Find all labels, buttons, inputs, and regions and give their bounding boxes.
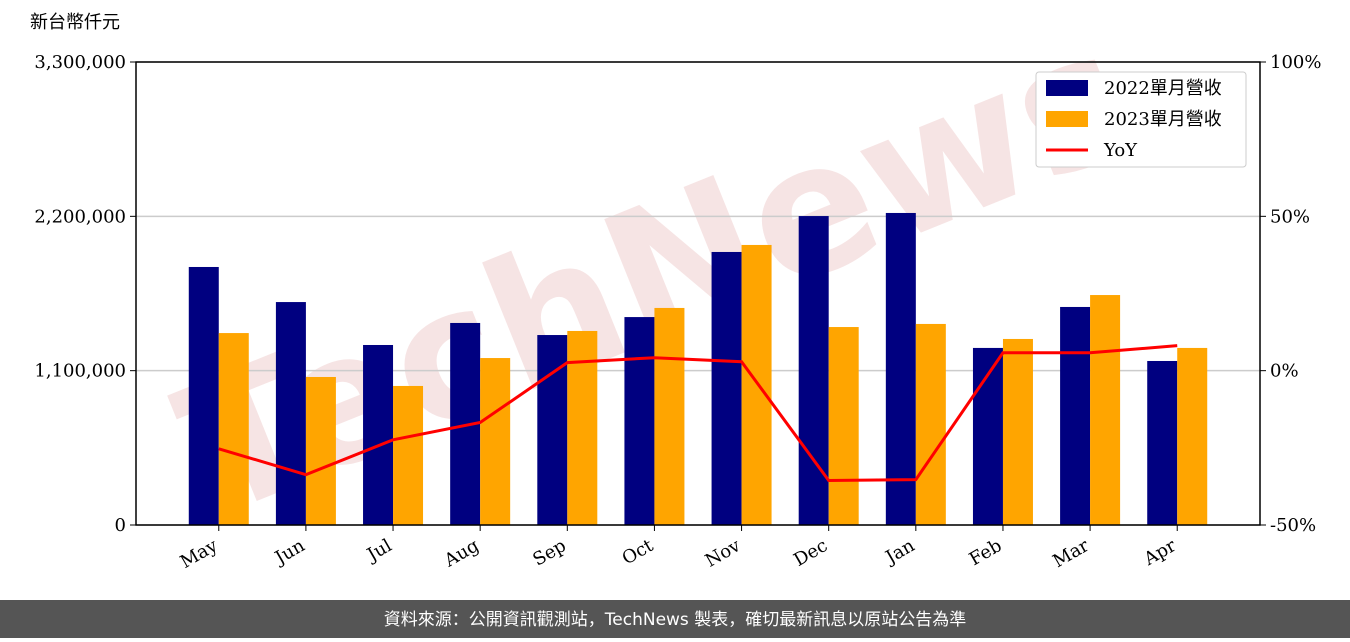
- bar: [363, 344, 394, 525]
- bar: [1147, 360, 1178, 525]
- bar: [188, 266, 219, 525]
- legend-label: 2023單月營收: [1104, 109, 1222, 130]
- x-tick-label: Jan: [881, 535, 919, 569]
- y-axis-label: 新台幣仟元: [30, 12, 120, 33]
- x-tick-label: Mar: [1049, 535, 1093, 572]
- legend-label: 2022單月營收: [1104, 78, 1222, 99]
- bar: [828, 327, 859, 525]
- bar: [915, 323, 946, 525]
- bar: [480, 358, 511, 525]
- bar: [1177, 347, 1208, 525]
- plot-frame: [135, 61, 1261, 526]
- bar: [393, 385, 424, 525]
- bar: [885, 212, 916, 525]
- x-tick-label: Jun: [270, 535, 309, 570]
- y2-tick-label: -50%: [1270, 515, 1316, 536]
- x-tick-label: Nov: [702, 535, 745, 572]
- x-tick-label: May: [177, 535, 222, 573]
- bar: [1060, 306, 1091, 525]
- footer: 資料來源：公開資訊觀測站，TechNews 製表，確切最新訊息以原站公告為準: [384, 610, 966, 630]
- y-tick-label: 2,200,000: [34, 206, 126, 227]
- bar: [218, 333, 249, 525]
- y-tick-label: 1,100,000: [34, 361, 126, 382]
- legend-swatch: [1046, 111, 1088, 127]
- bar: [624, 317, 655, 525]
- x-tick-label: Feb: [966, 535, 1006, 570]
- y2-tick-label: 100%: [1270, 52, 1321, 73]
- bar: [1090, 295, 1121, 525]
- x-tick-label: Sep: [529, 535, 569, 570]
- bar: [305, 376, 336, 525]
- x-tick-label: Apr: [1140, 535, 1180, 570]
- bar: [711, 251, 742, 525]
- legend-label: YoY: [1103, 140, 1138, 161]
- x-tick-label: Jul: [362, 535, 396, 567]
- y-tick-label: 0: [115, 515, 126, 536]
- bar: [1002, 338, 1033, 525]
- y2-tick-label: 50%: [1270, 206, 1310, 227]
- x-tick-label: Oct: [619, 535, 658, 570]
- bar: [654, 307, 685, 525]
- footer-bg: [0, 600, 1350, 638]
- y2-tick-label: 0%: [1270, 361, 1299, 382]
- x-tick-label: Aug: [440, 535, 483, 572]
- x-tick-label: Dec: [790, 535, 831, 571]
- legend-swatch: [1046, 80, 1088, 96]
- yoy-line: [218, 344, 1178, 483]
- y-tick-label: 3,300,000: [34, 52, 126, 73]
- legend-box: [1035, 71, 1247, 168]
- bar: [275, 302, 306, 525]
- bar: [741, 244, 772, 526]
- bar: [537, 335, 568, 525]
- bar: [798, 216, 829, 525]
- bar: [972, 347, 1003, 525]
